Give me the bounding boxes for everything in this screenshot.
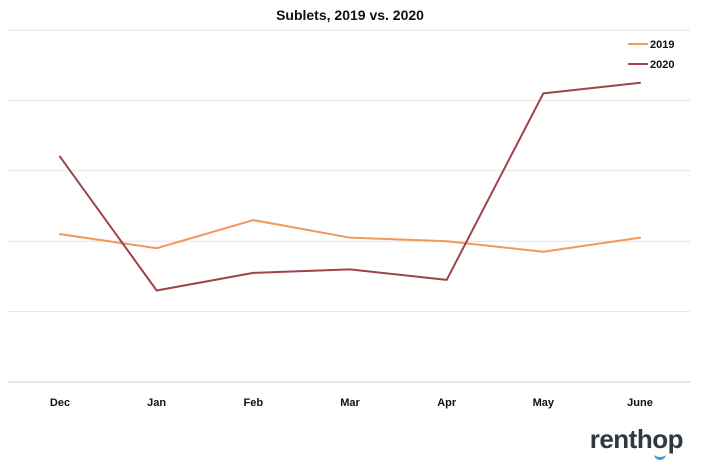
chart-title: Sublets, 2019 vs. 2020 bbox=[276, 7, 424, 23]
series-line-2020 bbox=[59, 81, 641, 292]
x-tick-label: Feb bbox=[244, 397, 264, 409]
x-tick-label: Apr bbox=[437, 397, 457, 409]
x-axis-ticks: Dec Jan Feb Mar Apr May June bbox=[50, 397, 653, 409]
legend-label-2020: 2020 bbox=[650, 59, 674, 71]
legend: 2019 2020 bbox=[628, 39, 674, 71]
logo-text-start: renth bbox=[589, 424, 653, 454]
x-tick-label: June bbox=[627, 397, 653, 409]
logo-text-end: p bbox=[667, 424, 684, 454]
legend-label-2019: 2019 bbox=[650, 39, 674, 51]
gridlines bbox=[8, 29, 690, 383]
x-tick-label: Dec bbox=[50, 397, 70, 409]
x-tick-label: Mar bbox=[340, 397, 360, 409]
series-lines bbox=[59, 81, 641, 292]
renthop-logo: renthop bbox=[589, 424, 684, 460]
series-line-2019 bbox=[59, 219, 641, 253]
x-tick-label: Jan bbox=[147, 397, 166, 409]
logo-text-o: o bbox=[652, 424, 668, 460]
x-tick-label: May bbox=[533, 397, 555, 409]
